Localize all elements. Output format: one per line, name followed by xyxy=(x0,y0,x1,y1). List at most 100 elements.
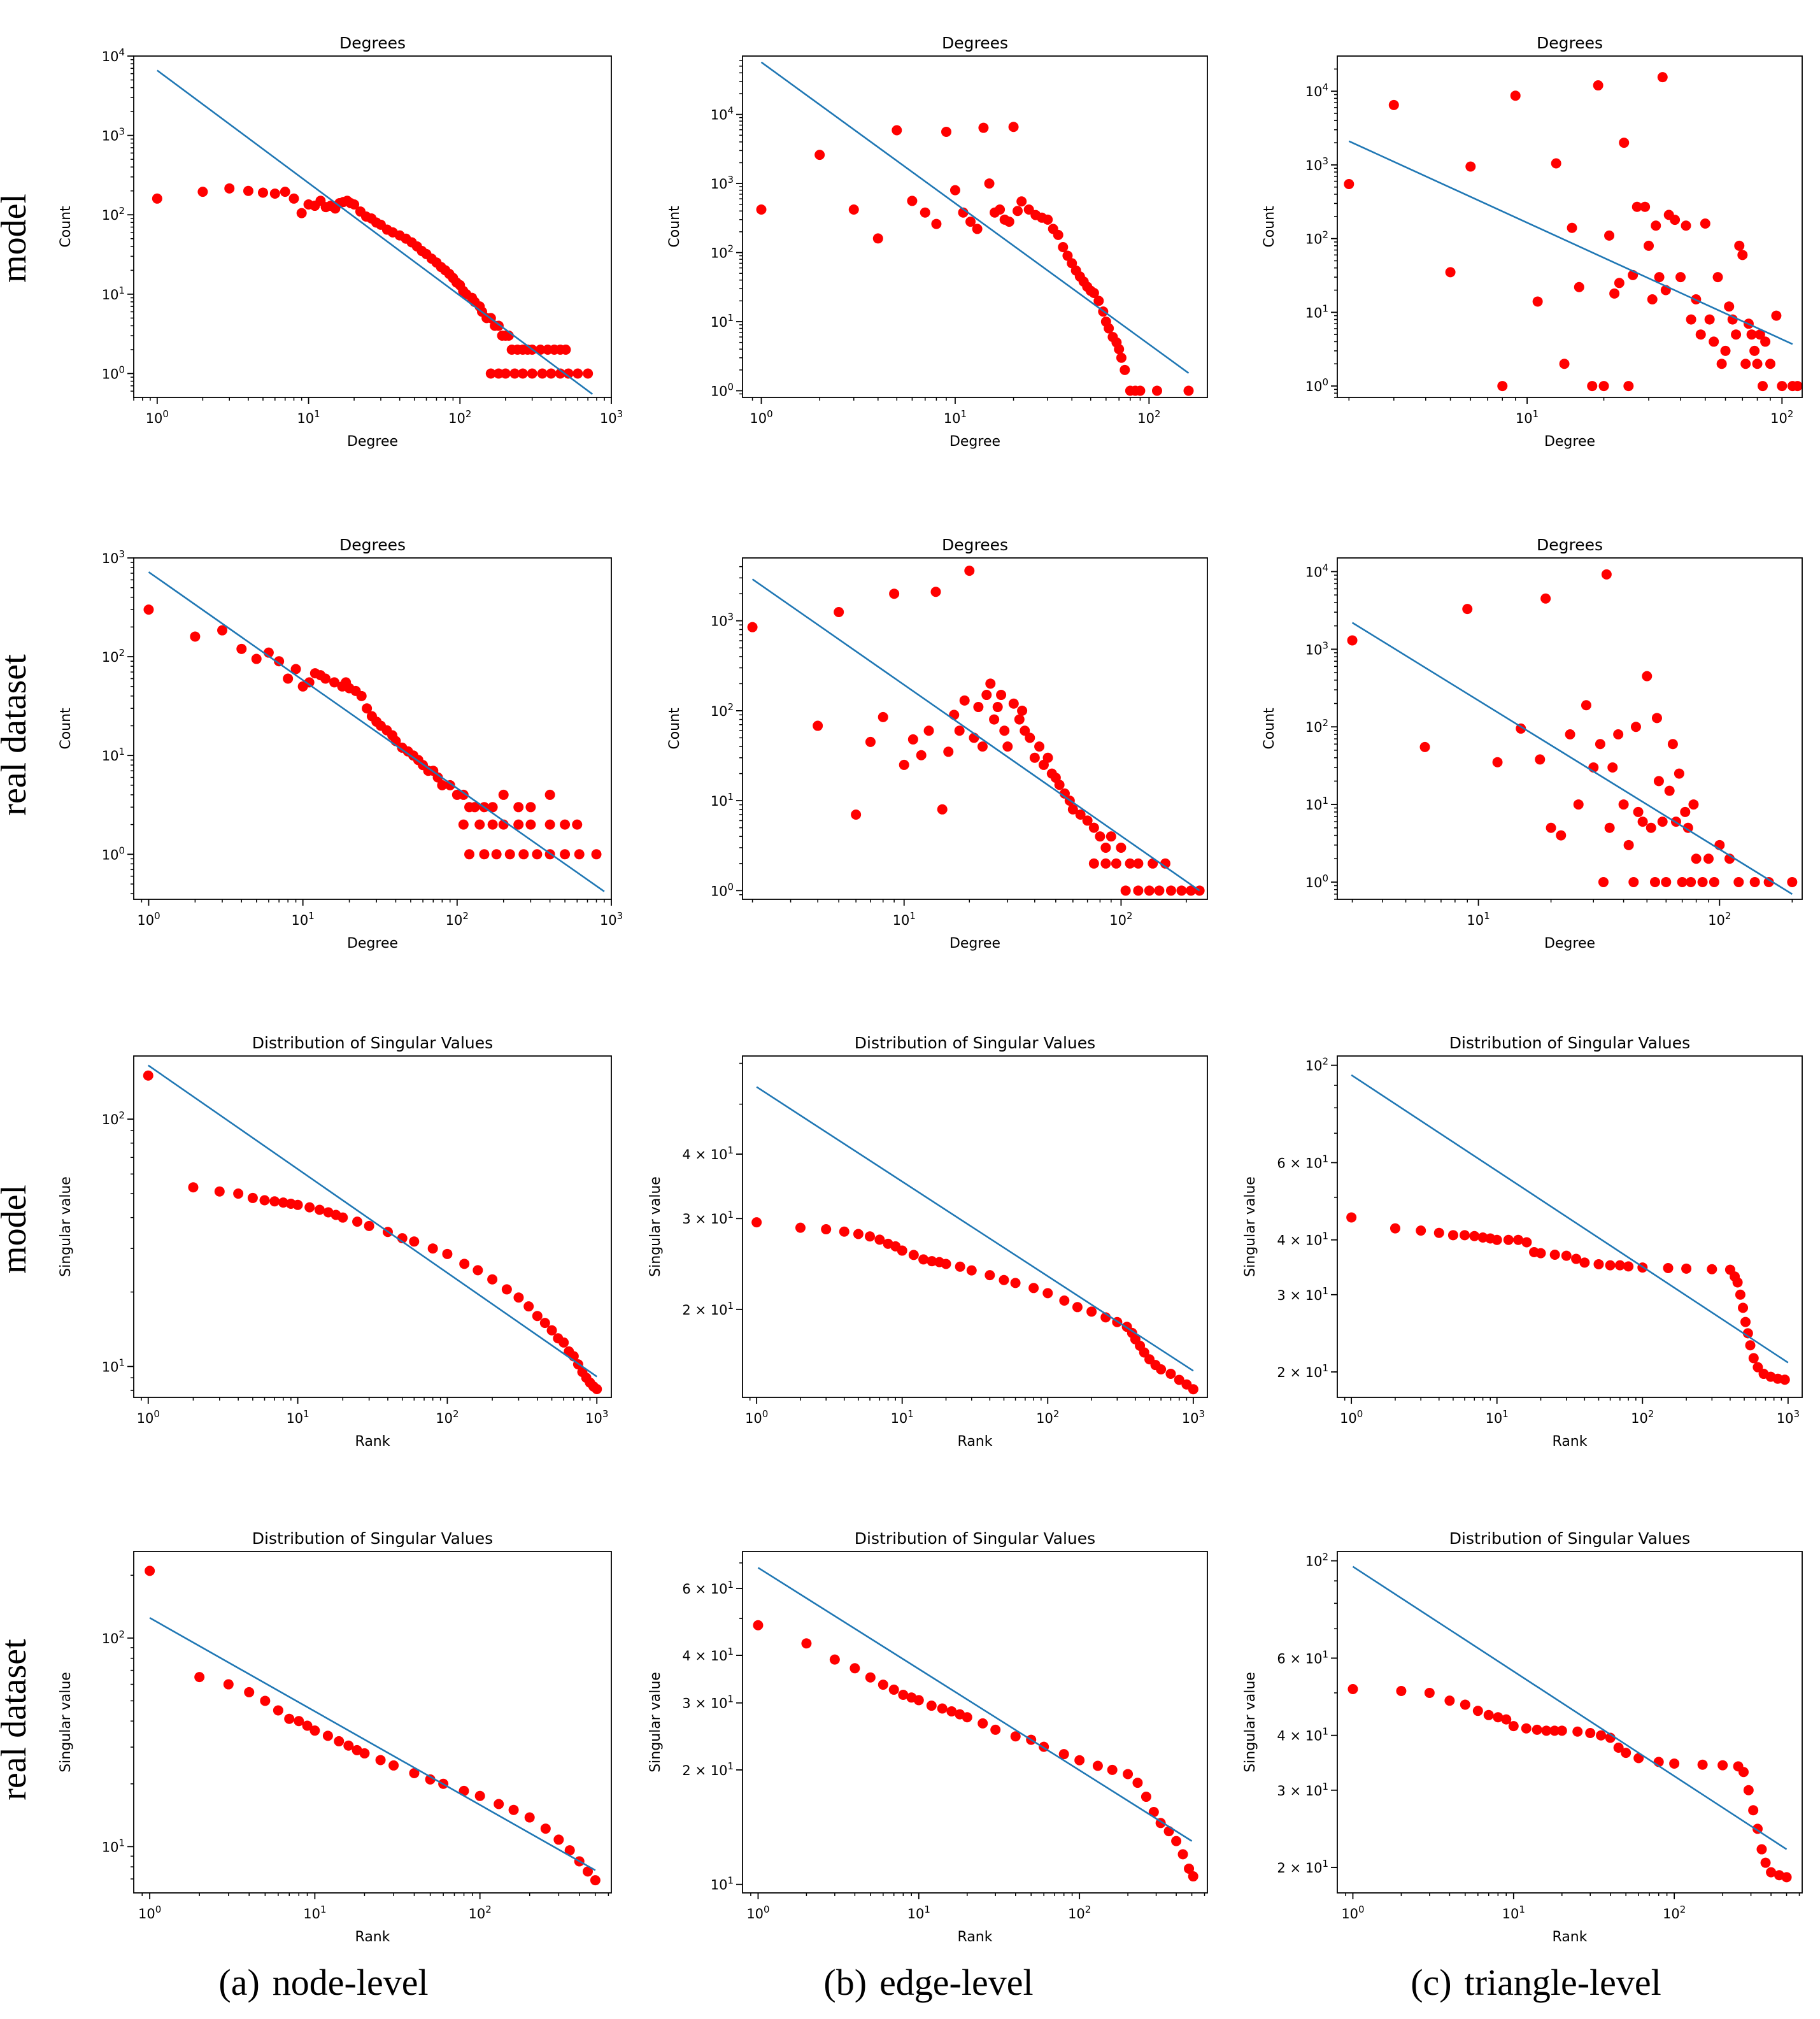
data-point xyxy=(487,819,498,830)
row-label-2: real dataset xyxy=(0,654,34,816)
data-point xyxy=(949,185,960,196)
data-point xyxy=(908,1250,919,1260)
row-labels: model real dataset model real dataset xyxy=(0,194,34,1801)
data-point xyxy=(583,368,594,379)
data-point xyxy=(1023,204,1034,215)
row-label-3: model xyxy=(0,1185,34,1274)
data-point xyxy=(1681,1263,1692,1274)
data-point xyxy=(872,233,883,244)
x-tick-label: 101 xyxy=(1502,1904,1525,1922)
y-tick-label: 102 xyxy=(711,243,734,261)
data-point xyxy=(1663,1262,1674,1273)
data-point xyxy=(1416,1225,1426,1236)
data-point xyxy=(1609,288,1620,299)
data-point xyxy=(1120,364,1130,375)
y-tick-label: 103 xyxy=(711,611,734,629)
data-point xyxy=(1008,698,1019,709)
data-point xyxy=(1752,359,1763,369)
data-point xyxy=(1088,822,1099,833)
data-point xyxy=(1141,1792,1151,1802)
data-point xyxy=(1571,1253,1582,1264)
data-point xyxy=(214,1186,225,1197)
data-point xyxy=(1593,80,1603,91)
y-tick-label: 104 xyxy=(102,46,125,64)
data-point xyxy=(320,673,331,684)
x-tick-label: 102 xyxy=(1663,1904,1686,1922)
data-point xyxy=(1513,1234,1524,1245)
data-point xyxy=(814,150,825,161)
data-point xyxy=(1565,729,1575,740)
data-point xyxy=(1695,329,1706,340)
x-tick-label: 103 xyxy=(585,1408,608,1426)
data-point xyxy=(1680,806,1691,817)
data-point xyxy=(1765,359,1775,369)
data-point xyxy=(1002,741,1013,752)
x-tick-label: 101 xyxy=(297,408,320,426)
data-point xyxy=(973,702,984,713)
data-point xyxy=(1151,385,1162,396)
data-point xyxy=(485,368,496,379)
data-point xyxy=(479,849,490,860)
data-point xyxy=(1647,294,1658,304)
data-point xyxy=(523,1301,534,1312)
data-point xyxy=(878,1680,888,1690)
x-tick-label: 102 xyxy=(1068,1904,1091,1922)
data-point xyxy=(442,1248,453,1259)
data-point xyxy=(409,1236,420,1247)
y-axis-label: Count xyxy=(58,206,74,248)
data-point xyxy=(432,772,443,783)
data-point xyxy=(498,789,509,800)
data-point xyxy=(874,1234,885,1245)
data-point xyxy=(1344,178,1354,189)
data-point xyxy=(458,819,469,830)
data-point xyxy=(1058,241,1069,252)
y-tick-label: 103 xyxy=(1305,639,1328,657)
data-point xyxy=(1738,1767,1749,1778)
chart-title: Distribution of Singular Values xyxy=(252,1034,493,1052)
data-point xyxy=(1654,272,1665,283)
data-point xyxy=(296,208,307,218)
data-point xyxy=(560,344,571,355)
data-point xyxy=(1734,240,1745,251)
data-area xyxy=(747,566,1205,896)
data-point xyxy=(590,1875,601,1886)
data-point xyxy=(821,1224,832,1235)
caption-c: (c) triangle-level xyxy=(1411,1962,1661,2003)
data-point xyxy=(1556,1725,1567,1736)
data-point xyxy=(1691,853,1702,864)
data-point xyxy=(1107,1764,1118,1775)
y-tick-label: 102 xyxy=(1305,1552,1328,1569)
data-point xyxy=(217,625,228,636)
data-point xyxy=(334,1736,345,1746)
data-point xyxy=(889,589,900,599)
data-point xyxy=(1034,741,1045,752)
data-point xyxy=(1092,1760,1103,1771)
fit-line xyxy=(149,1617,596,1871)
y-axis-label: Singular value xyxy=(1242,1176,1258,1277)
data-point xyxy=(1154,885,1165,896)
data-point xyxy=(1709,876,1719,887)
data-point xyxy=(839,1226,850,1237)
y-tick-label: 6 × 101 xyxy=(1277,1648,1328,1666)
data-point xyxy=(1125,858,1135,869)
data-point xyxy=(474,1790,485,1801)
y-tick-label: 2 × 101 xyxy=(1277,1858,1328,1876)
data-point xyxy=(1732,1277,1743,1288)
data-point xyxy=(425,1774,436,1785)
axes-frame xyxy=(133,1551,612,1894)
axes-frame xyxy=(1337,1551,1803,1894)
data-point xyxy=(1587,381,1598,392)
y-tick-label: 101 xyxy=(1305,795,1328,813)
data-point xyxy=(1100,858,1111,869)
data-point xyxy=(1447,1230,1458,1241)
data-point xyxy=(1100,842,1111,853)
data-point xyxy=(1014,714,1025,725)
data-point xyxy=(795,1222,806,1233)
data-point xyxy=(517,368,528,379)
data-point xyxy=(834,607,844,618)
captions: (a) node-level (b) edge-level (c) triangle-… xyxy=(218,1962,1661,2003)
data-point xyxy=(591,849,602,860)
data-point xyxy=(1165,885,1176,896)
data-point xyxy=(1781,1872,1792,1883)
data-point xyxy=(1572,1726,1583,1737)
